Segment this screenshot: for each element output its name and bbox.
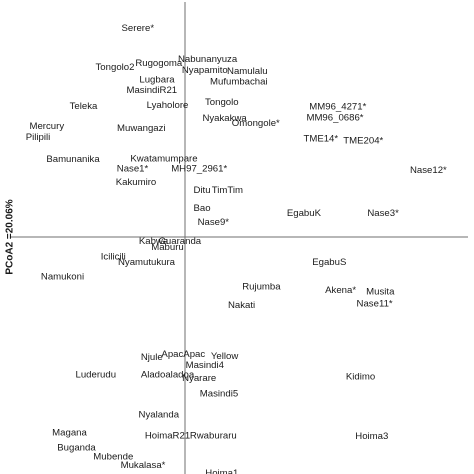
point-label-3: Tongolo2 <box>96 62 135 73</box>
point-label-47: Yellow <box>211 351 238 362</box>
point-label-61: Mukalasa* <box>121 460 166 471</box>
point-label-6: Lugbara <box>139 75 175 86</box>
point-label-31: Nase3* <box>367 208 399 219</box>
point-label-11: Lyaholore <box>147 100 189 111</box>
point-label-37: Nyamutukura <box>118 257 176 268</box>
point-label-57: Rwaburaru <box>190 431 237 442</box>
point-label-50: Aladoaladoa <box>141 369 195 380</box>
point-label-51: Nyarare <box>182 373 216 384</box>
point-label-10: Teleka <box>70 101 98 112</box>
point-label-8: MasindiR21 <box>126 85 177 96</box>
point-label-44: Nase11* <box>357 298 393 309</box>
point-label-39: Namukoni <box>41 271 84 282</box>
point-label-19: TME14* <box>303 134 338 145</box>
point-label-52: Kidimo <box>346 371 375 382</box>
point-label-48: Masindi4 <box>186 360 225 371</box>
point-label-59: Buganda <box>57 442 96 453</box>
point-label-12: MM96_4271* <box>309 102 366 113</box>
point-label-53: Masindi5 <box>200 389 238 400</box>
point-label-1: Nabunanyuza <box>178 54 238 65</box>
point-label-23: Nase1* <box>117 164 149 175</box>
point-label-25: Nase12* <box>410 165 447 176</box>
point-label-14: Nyakakwa <box>202 113 247 124</box>
point-label-33: Kabwa <box>139 236 169 247</box>
point-label-40: Rujumba <box>242 281 281 292</box>
point-label-38: EgabuS <box>312 257 346 268</box>
point-label-35: Maburu <box>151 242 184 253</box>
point-label-5: Namulalu <box>227 66 268 77</box>
point-label-55: Magana <box>52 428 87 439</box>
point-label-45: ApacApac <box>161 349 205 360</box>
point-label-0: Serere* <box>122 23 155 34</box>
point-label-46: Njule <box>141 352 163 363</box>
point-label-22: Kwatamumpare <box>130 153 197 164</box>
point-label-15: Omongole* <box>232 118 280 129</box>
y-axis-label: PCoA2 =20.06% <box>5 199 16 274</box>
point-label-42: Musita <box>366 287 395 298</box>
point-label-60: Mubende <box>93 451 133 462</box>
point-label-34: Guaranda <box>158 236 201 247</box>
point-label-54: Nyalanda <box>139 410 180 421</box>
point-label-49: Luderudu <box>76 369 117 380</box>
point-label-32: Nase9* <box>198 217 230 228</box>
point-label-7: Mufumbachai <box>210 76 268 87</box>
point-label-29: Bao <box>193 203 210 214</box>
point-label-28: TimTim <box>212 185 243 196</box>
point-label-9: Tongolo <box>205 97 239 108</box>
point-label-20: TME204* <box>343 136 383 147</box>
point-label-36: Icilicili <box>101 252 126 263</box>
point-label-4: Nyapamito <box>182 65 228 76</box>
point-label-56: HoimaR21 <box>145 431 190 442</box>
point-label-41: Akena* <box>325 285 356 296</box>
point-label-13: MM96_0686* <box>306 112 363 123</box>
point-label-16: Mercury <box>29 121 64 132</box>
point-label-17: Muwangazi <box>117 123 166 134</box>
point-label-18: Pilipili <box>26 132 51 143</box>
point-label-24: MH97_2961* <box>171 164 227 175</box>
point-label-62: Hoima1 <box>205 468 238 474</box>
point-label-30: EgabuK <box>287 208 322 219</box>
point-label-43: Nakati <box>228 300 255 311</box>
point-label-58: Hoima3 <box>355 431 388 442</box>
point-label-27: Ditu <box>193 185 210 196</box>
point-label-2: Rugogoma <box>135 58 183 69</box>
point-label-26: Kakumiro <box>116 177 157 188</box>
point-label-21: Bamunanika <box>46 154 100 165</box>
